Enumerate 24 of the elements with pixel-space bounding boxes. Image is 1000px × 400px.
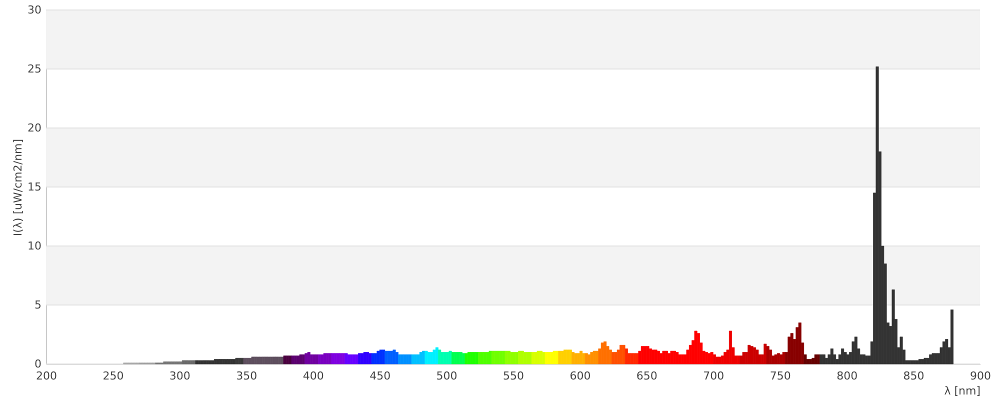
x-tick-label: 250 xyxy=(102,370,124,382)
y-tick-label: 15 xyxy=(28,180,42,194)
y-axis-title: I(λ) [uW/cm2/nm] xyxy=(12,138,25,236)
x-axis-title: λ [nm] xyxy=(944,384,980,398)
x-tick-label: 800 xyxy=(836,370,858,382)
x-tick-label: 850 xyxy=(903,370,924,382)
y-tick-label: 0 xyxy=(34,358,42,370)
x-tick-label: 200 xyxy=(36,370,57,382)
x-tick-label: 450 xyxy=(370,370,391,382)
y-tick-label: 10 xyxy=(28,240,42,252)
x-tick-label: 600 xyxy=(570,370,591,382)
x-tick-label: 400 xyxy=(302,370,324,382)
y-tick-label: 20 xyxy=(28,122,42,134)
x-tick-label: 700 xyxy=(703,370,724,382)
y-tick-label: 5 xyxy=(34,298,42,312)
x-tick-label: 500 xyxy=(436,370,458,382)
x-tick-label: 900 xyxy=(970,370,991,382)
x-tick-label: 650 xyxy=(636,370,658,382)
x-tick-label: 350 xyxy=(236,370,258,382)
y-tick-label: 25 xyxy=(28,62,42,76)
x-tick-label: 750 xyxy=(770,370,791,382)
y-tick-label: 30 xyxy=(28,4,42,16)
x-tick-label: 300 xyxy=(169,370,190,382)
x-tick-label: 550 xyxy=(503,370,524,382)
